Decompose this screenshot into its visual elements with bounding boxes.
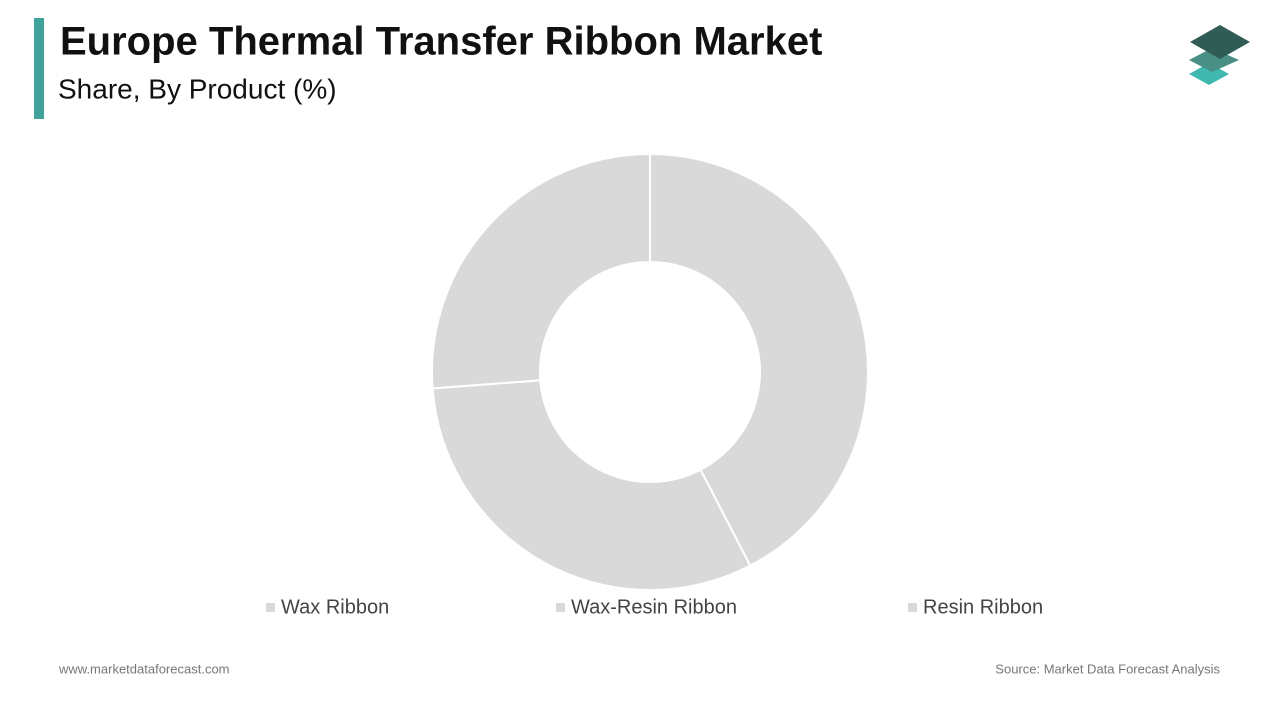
legend-label: Wax Ribbon: [281, 596, 389, 618]
legend-swatch: [908, 603, 917, 612]
donut-segment: [649, 152, 869, 567]
logo: [1189, 25, 1250, 85]
website: www.marketdataforecast.com: [58, 661, 230, 676]
legend-label: Wax-Resin Ribbon: [571, 596, 737, 618]
chart-title: Europe Thermal Transfer Ribbon Market: [60, 20, 822, 64]
legend-swatch: [556, 603, 565, 612]
legend-swatch: [266, 603, 275, 612]
logo-layer: [1190, 25, 1250, 59]
source: Source: Market Data Forecast Analysis: [995, 661, 1220, 676]
chart-subtitle: Share, By Product (%): [58, 73, 337, 104]
logo-layer: [1189, 48, 1239, 72]
donut-segment: [431, 152, 651, 390]
title-accent: [34, 18, 44, 119]
donut-segment: [431, 379, 752, 591]
legend-label: Resin Ribbon: [923, 596, 1043, 618]
